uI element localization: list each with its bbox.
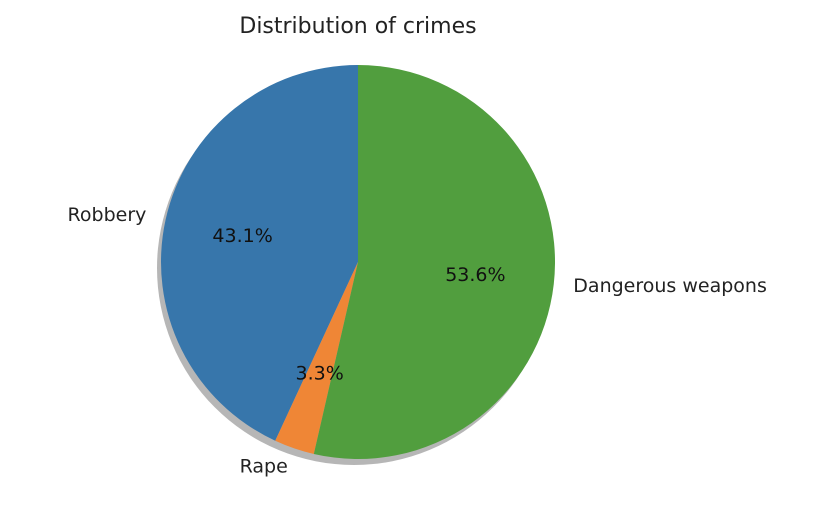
pie-labels: Robbery 43.1% Rape 3.3% Dangerous weapons 53.…	[68, 204, 767, 478]
pie-slice-dangerous-weapons	[313, 65, 556, 459]
slice-label-robbery: Robbery	[68, 204, 147, 226]
pie-slice-rape	[275, 262, 358, 454]
slice-percent-dangerous-weapons: 53.6%	[445, 264, 505, 286]
chart-title: Distribution of crimes	[239, 14, 476, 39]
slice-label-dangerous-weapons: Dangerous weapons	[573, 275, 767, 297]
pie-slices	[161, 65, 556, 459]
slice-label-rape: Rape	[240, 456, 288, 478]
slice-percent-rape: 3.3%	[296, 362, 344, 384]
pie-slice-robbery	[161, 65, 358, 441]
slice-percent-robbery: 43.1%	[212, 225, 272, 247]
